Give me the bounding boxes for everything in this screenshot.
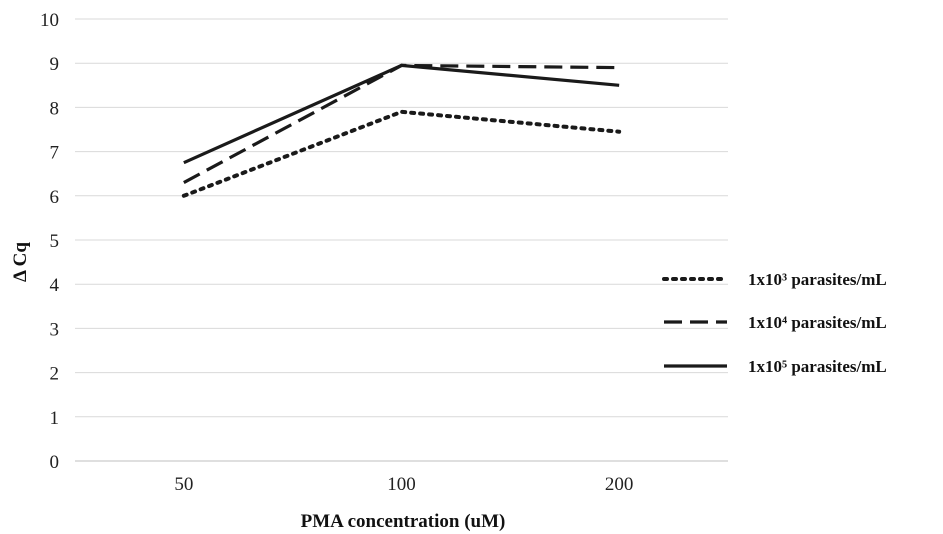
y-tick-label: 4 [50,275,60,296]
y-tick-label: 8 [50,98,60,119]
series-line-3 [183,63,620,165]
legend-label-1: 1x10³ parasites/mL [748,270,887,289]
series-line-1 [181,109,622,198]
y-tick-label: 10 [40,10,59,31]
y-tick-label: 1 [50,408,60,429]
legend: 1x10³ parasites/mL 1x10⁴ parasites/mL 1x10… [662,270,887,376]
y-tick-label: 9 [50,54,60,75]
legend-label-3: 1x10⁵ parasites/mL [748,357,887,376]
legend-label-2: 1x10⁴ parasites/mL [748,313,887,332]
series-lines [181,63,622,198]
x-tick-label: 200 [605,474,634,495]
y-tick-labels: 0 1 2 3 4 5 6 7 8 9 10 [40,10,60,473]
y-tick-label: 0 [50,452,60,473]
y-tick-label: 3 [50,319,60,340]
y-tick-label: 6 [50,187,60,208]
x-tick-label: 50 [174,474,193,495]
gridlines [75,18,728,462]
y-tick-label: 2 [50,364,60,385]
x-tick-label: 100 [387,474,416,495]
y-tick-label: 7 [50,143,60,164]
x-axis-title: PMA concentration (uM) [301,511,506,532]
y-tick-label: 5 [50,231,60,252]
y-axis-title: Δ Cq [10,242,31,282]
x-tick-labels: 50 100 200 [174,474,633,495]
